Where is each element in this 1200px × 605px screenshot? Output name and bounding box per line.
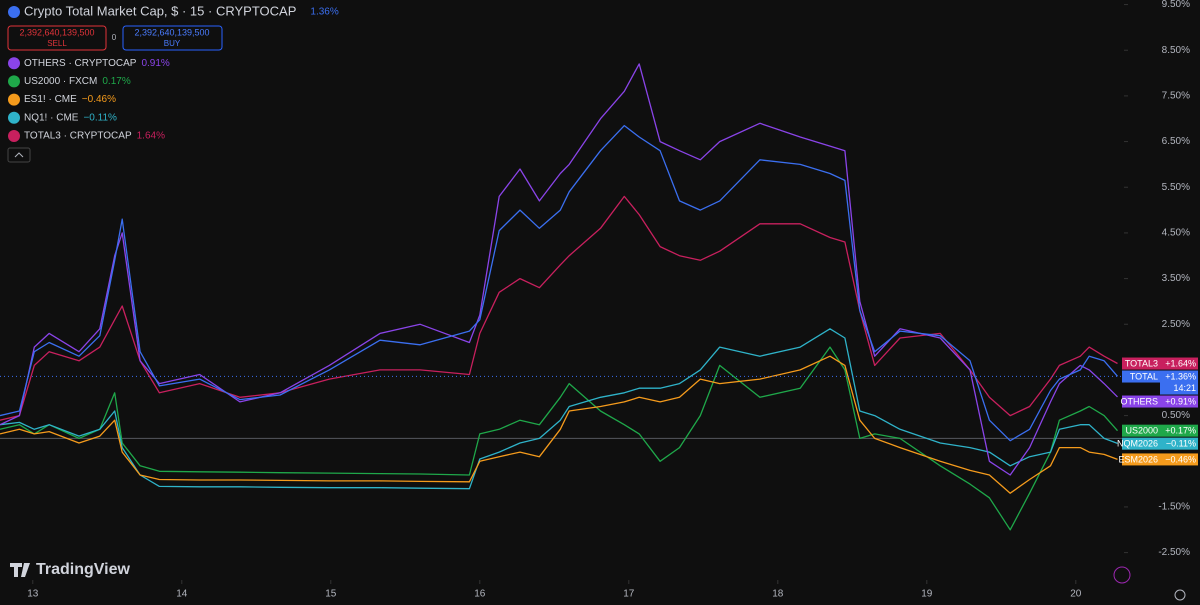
tag-value-box <box>1160 395 1198 408</box>
sell-label: SELL <box>47 39 67 48</box>
x-tick-label: 13 <box>27 589 39 600</box>
y-tick-label: 6.50% <box>1162 136 1190 147</box>
tag-value-box <box>1160 453 1198 466</box>
y-tick-label: 5.50% <box>1162 182 1190 193</box>
chart-title: Crypto Total Market Cap, $ · 15 · CRYPTO… <box>24 3 296 18</box>
overlay: 2,392,640,139,500 SELL 0 2,392,640,139,5… <box>7 0 1198 601</box>
tag-name-box <box>1122 357 1160 370</box>
price-tag: US2000 +0.17% <box>1122 424 1198 437</box>
price-tag: NQM2026 −0.11% <box>1117 437 1198 450</box>
tag-value-box <box>1160 357 1198 370</box>
sell-button[interactable] <box>7 25 107 51</box>
legend-name: US2000 · FXCM <box>24 76 97 87</box>
y-tick-label: 9.50% <box>1162 0 1190 10</box>
tag-name-box <box>1122 395 1160 408</box>
legend-change: 0.91% <box>141 58 169 69</box>
tag-value: +0.91% <box>1165 396 1196 406</box>
legend-name: TOTAL3 · CRYPTOCAP <box>24 131 132 142</box>
plot-area <box>0 4 1128 584</box>
series-line <box>0 63 1118 476</box>
x-tick-label: 19 <box>921 589 933 600</box>
sell-price: 2,392,640,139,500 <box>19 27 94 37</box>
collapse-button[interactable] <box>7 147 31 163</box>
legend-name: OTHERS · CRYPTOCAP <box>24 58 137 69</box>
spread: 0 <box>112 33 117 42</box>
tag-value-box <box>1160 437 1198 450</box>
y-tick-label: 8.50% <box>1162 45 1190 56</box>
tag-name: ESM2026 <box>1118 454 1158 464</box>
series-line <box>0 346 1118 531</box>
tag-name-box <box>1122 370 1160 383</box>
x-tick-label: 15 <box>325 589 337 600</box>
legend-entry: US2000 · FXCM 0.17% <box>8 75 131 88</box>
x-tick-label: 17 <box>623 589 635 600</box>
tag-name-box <box>1122 453 1160 466</box>
tag-name: TOTAL <box>1130 371 1158 381</box>
countdown: 14:21 <box>1173 383 1196 393</box>
tag-name: NQM2026 <box>1117 439 1158 449</box>
tag-name: TOTAL3 <box>1125 358 1158 368</box>
legend-entry: TOTAL3 · CRYPTOCAP 1.64% <box>8 130 165 142</box>
tag-value: +1.64% <box>1165 358 1196 368</box>
tag-name-box <box>1122 437 1160 450</box>
buy-label: BUY <box>164 39 181 48</box>
legend-icon <box>8 111 20 124</box>
price-tag: TOTAL +1.36% 14:21 <box>1122 370 1198 395</box>
x-tick-label: 18 <box>772 589 784 600</box>
collapse-icon <box>14 152 24 158</box>
y-tick-label: 2.50% <box>1162 319 1190 330</box>
brand-logo <box>10 563 30 577</box>
buy-button[interactable] <box>122 25 223 51</box>
y-tick-label: 0.50% <box>1162 410 1190 421</box>
y-tick-label: 7.50% <box>1162 91 1190 102</box>
legend-entry: Crypto Total Market Cap, $ · 15 · CRYPTO… <box>8 3 339 18</box>
tag-value: +1.36% <box>1165 371 1196 381</box>
legend-change: 1.36% <box>310 7 338 18</box>
y-tick-label: -2.50% <box>1158 547 1190 558</box>
legend-icon <box>8 57 20 70</box>
x-tick-label: 20 <box>1070 589 1082 600</box>
tag-name: US2000 <box>1125 426 1158 436</box>
series-line <box>0 195 1118 421</box>
legend-entry: ES1! · CME −0.46% <box>8 93 116 106</box>
legend-icon <box>8 6 20 18</box>
tag-value: +0.17% <box>1165 426 1196 436</box>
legend-icon <box>8 93 20 106</box>
tag-name: OTHERS <box>1120 396 1158 406</box>
legend-entry: NQ1! · CME −0.11% <box>8 111 117 124</box>
price-tag: TOTAL3 +1.64% <box>1122 357 1198 370</box>
settings-icon[interactable] <box>1174 589 1186 601</box>
tag-value-box <box>1160 370 1198 395</box>
legend-name: NQ1! · CME <box>24 112 79 123</box>
x-tick-label: 16 <box>474 589 486 600</box>
series-line <box>0 124 1118 442</box>
brand: TradingView <box>36 561 131 578</box>
legend-icon <box>8 75 20 88</box>
y-tick-label: 4.50% <box>1162 228 1190 239</box>
legend-change: 0.17% <box>102 76 130 87</box>
legend-change: −0.46% <box>82 94 116 105</box>
buy-price: 2,392,640,139,500 <box>134 27 209 37</box>
alert-icon[interactable] <box>1113 566 1131 584</box>
x-tick-label: 14 <box>176 589 188 600</box>
series-line <box>0 355 1118 494</box>
legend-entry: OTHERS · CRYPTOCAP 0.91% <box>8 57 170 70</box>
y-tick-label: 3.50% <box>1162 273 1190 284</box>
tag-value-box <box>1160 424 1198 437</box>
legend-change: 1.64% <box>137 131 165 142</box>
tag-name-box <box>1122 424 1160 437</box>
legend-icon <box>8 130 20 142</box>
price-tag: ESM2026 −0.46% <box>1118 453 1198 466</box>
tag-value: −0.11% <box>1166 439 1196 449</box>
price-tag: OTHERS +0.91% <box>1120 395 1198 408</box>
tag-value: −0.46% <box>1165 454 1196 464</box>
y-tick-label: -1.50% <box>1158 502 1190 513</box>
legend-change: −0.11% <box>83 112 117 123</box>
legend-name: ES1! · CME <box>24 94 77 105</box>
